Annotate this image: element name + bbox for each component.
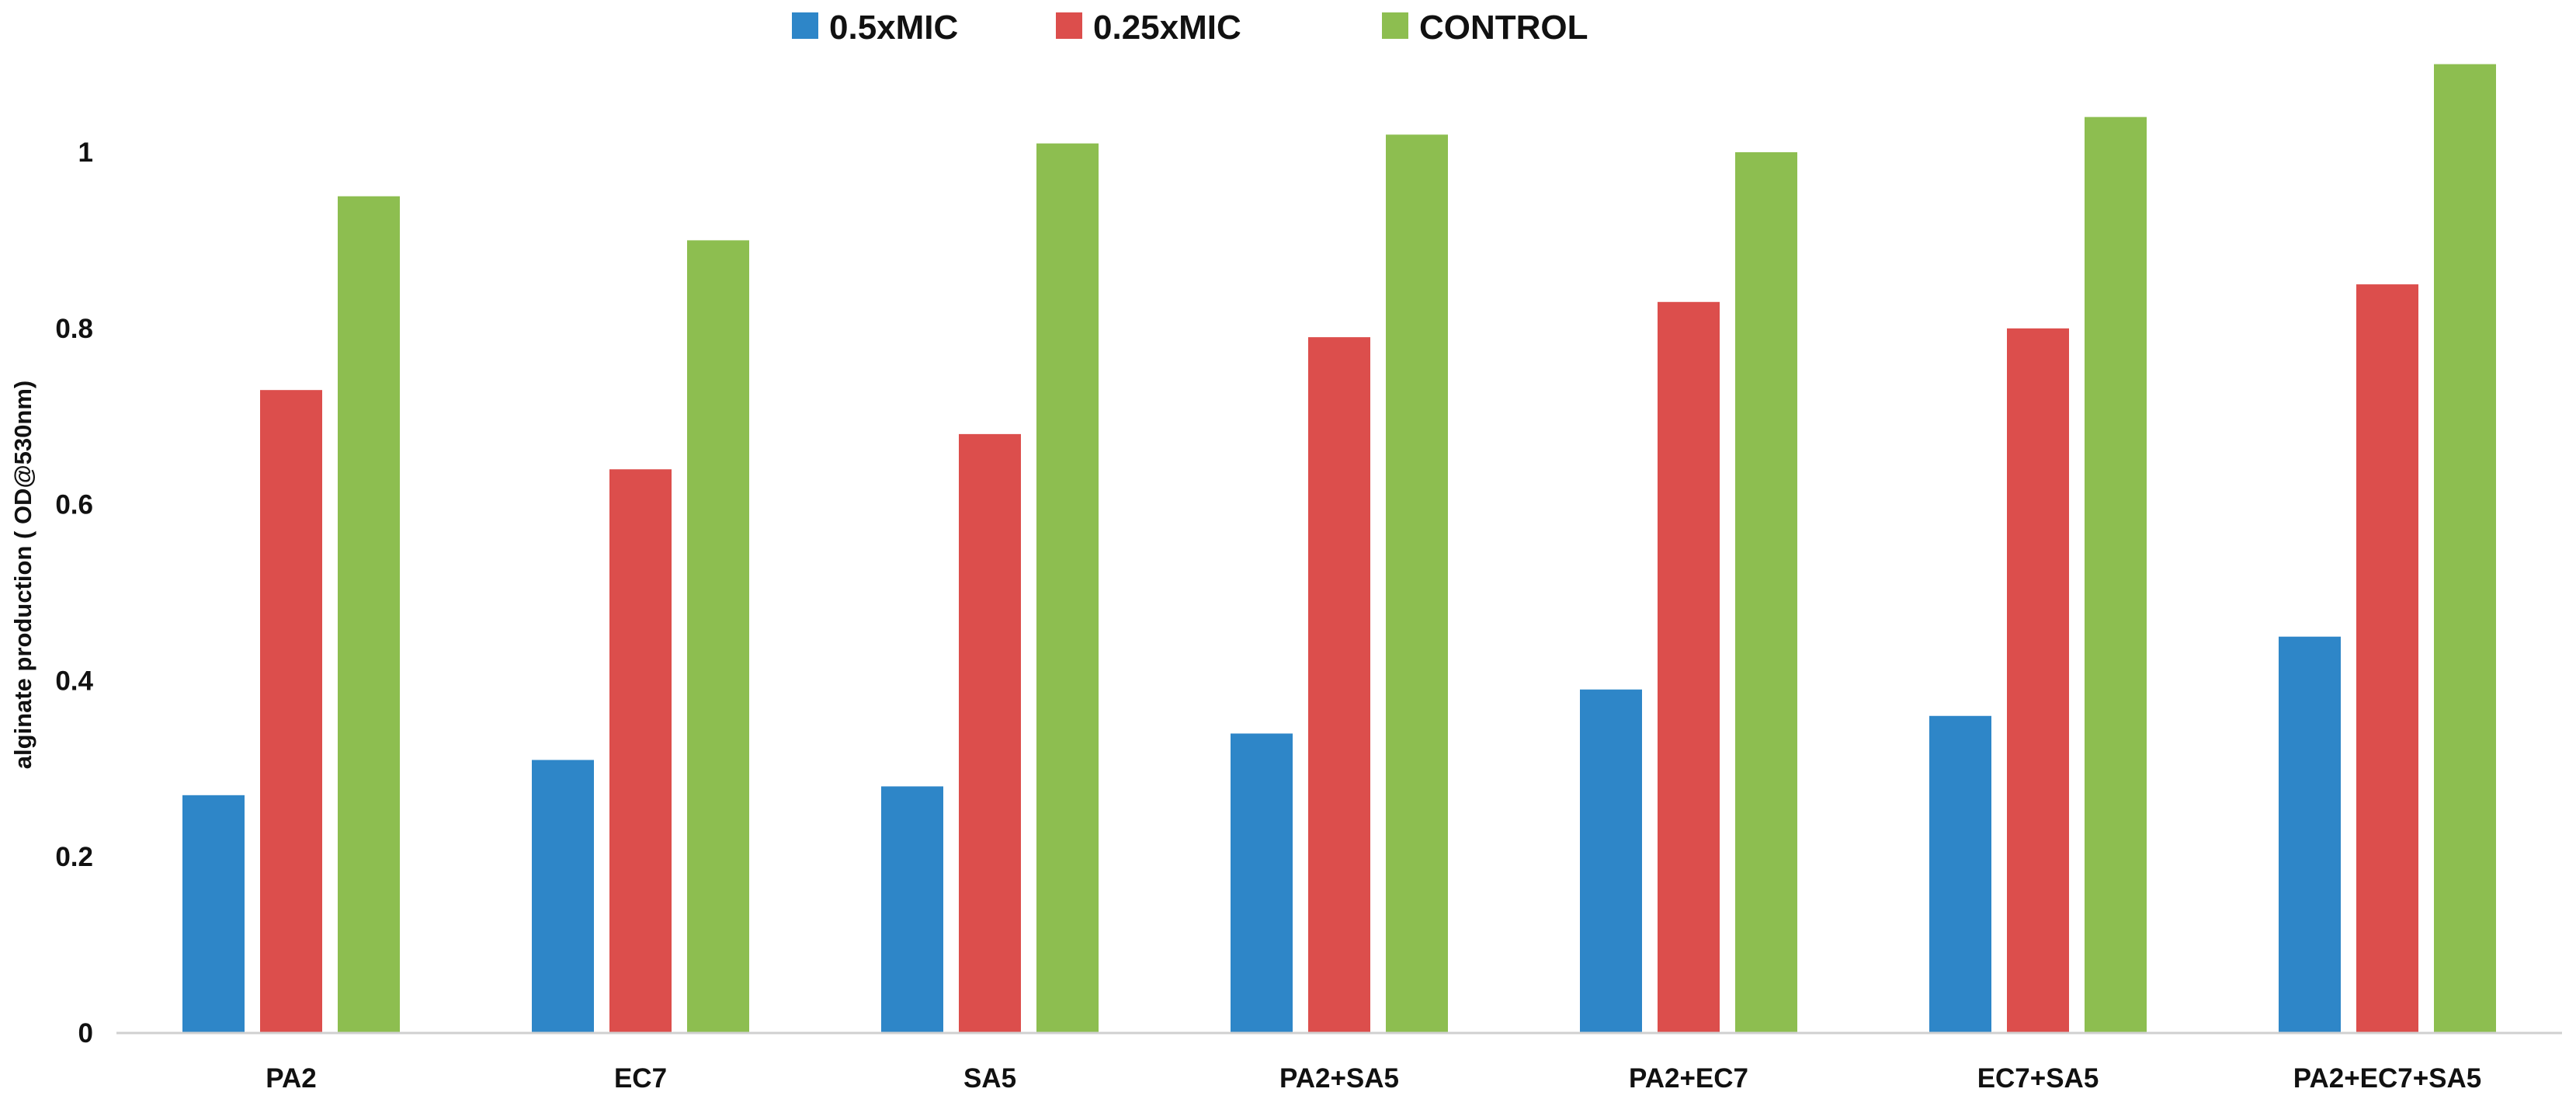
bar-0-25xmic-ec7: [609, 469, 672, 1033]
bar-0-5xmic-pa2-ec7: [1580, 689, 1642, 1033]
bar-control-ec7: [687, 240, 749, 1033]
bar-0-5xmic-pa2-ec7-sa5: [2279, 636, 2341, 1033]
bar-0-25xmic-pa2: [260, 390, 322, 1033]
y-tick-label: 0.6: [55, 490, 93, 520]
x-category-label: PA2+EC7: [1629, 1063, 1748, 1094]
x-category-label: EC7+SA5: [1977, 1063, 2099, 1094]
bar-0-25xmic-ec7-sa5: [2007, 328, 2069, 1033]
y-tick-label: 0.2: [55, 842, 93, 872]
bar-0-5xmic-pa2: [182, 795, 245, 1033]
legend-swatch-0-25xmic: [1056, 12, 1082, 39]
legend-label: 0.25xMIC: [1093, 9, 1241, 47]
bar-0-5xmic-pa2-sa5: [1231, 733, 1293, 1033]
x-category-label: SA5: [963, 1063, 1016, 1094]
bar-control-pa2-ec7-sa5: [2434, 64, 2496, 1034]
y-tick-label: 0: [78, 1018, 93, 1049]
bar-0-25xmic-sa5: [959, 433, 1021, 1033]
x-category-label: PA2: [266, 1063, 317, 1094]
legend-swatch-0-5xmic: [792, 12, 818, 39]
x-category-label: EC7: [614, 1063, 667, 1094]
bars: [182, 64, 2496, 1034]
bar-0-25xmic-pa2-sa5: [1308, 337, 1370, 1033]
bar-control-ec7-sa5: [2085, 117, 2147, 1033]
legend-label: 0.5xMIC: [829, 9, 958, 47]
bar-0-25xmic-pa2-ec7-sa5: [2356, 284, 2418, 1034]
x-category-label: PA2+EC7+SA5: [2293, 1063, 2482, 1094]
bar-control-pa2-ec7: [1735, 152, 1797, 1033]
legend-swatch-control: [1382, 12, 1408, 39]
bar-0-25xmic-pa2-ec7: [1658, 301, 1720, 1033]
y-tick-label: 0.4: [55, 666, 93, 696]
y-tick-label: 1: [78, 137, 93, 168]
y-tick-label: 0.8: [55, 314, 93, 344]
bar-0-5xmic-ec7: [532, 760, 594, 1033]
bar-0-5xmic-sa5: [881, 786, 943, 1033]
legend-label: CONTROL: [1419, 9, 1588, 47]
y-axis: 0 0.2 0.4 0.6 0.8 1: [55, 137, 93, 1049]
x-category-label: PA2+SA5: [1279, 1063, 1399, 1094]
bar-0-5xmic-ec7-sa5: [1929, 715, 1991, 1033]
x-axis: PA2 EC7 SA5 PA2+SA5 PA2+EC7 EC7+SA5 PA2+EC7+SA…: [116, 1031, 2562, 1094]
y-axis-title: alginate production ( OD@530nm): [9, 381, 36, 769]
bar-control-pa2-sa5: [1386, 134, 1448, 1033]
legend: 0.5xMIC 0.25xMIC CONTROL: [792, 9, 1588, 47]
bar-control-sa5: [1036, 143, 1099, 1033]
bar-control-pa2: [338, 196, 400, 1034]
